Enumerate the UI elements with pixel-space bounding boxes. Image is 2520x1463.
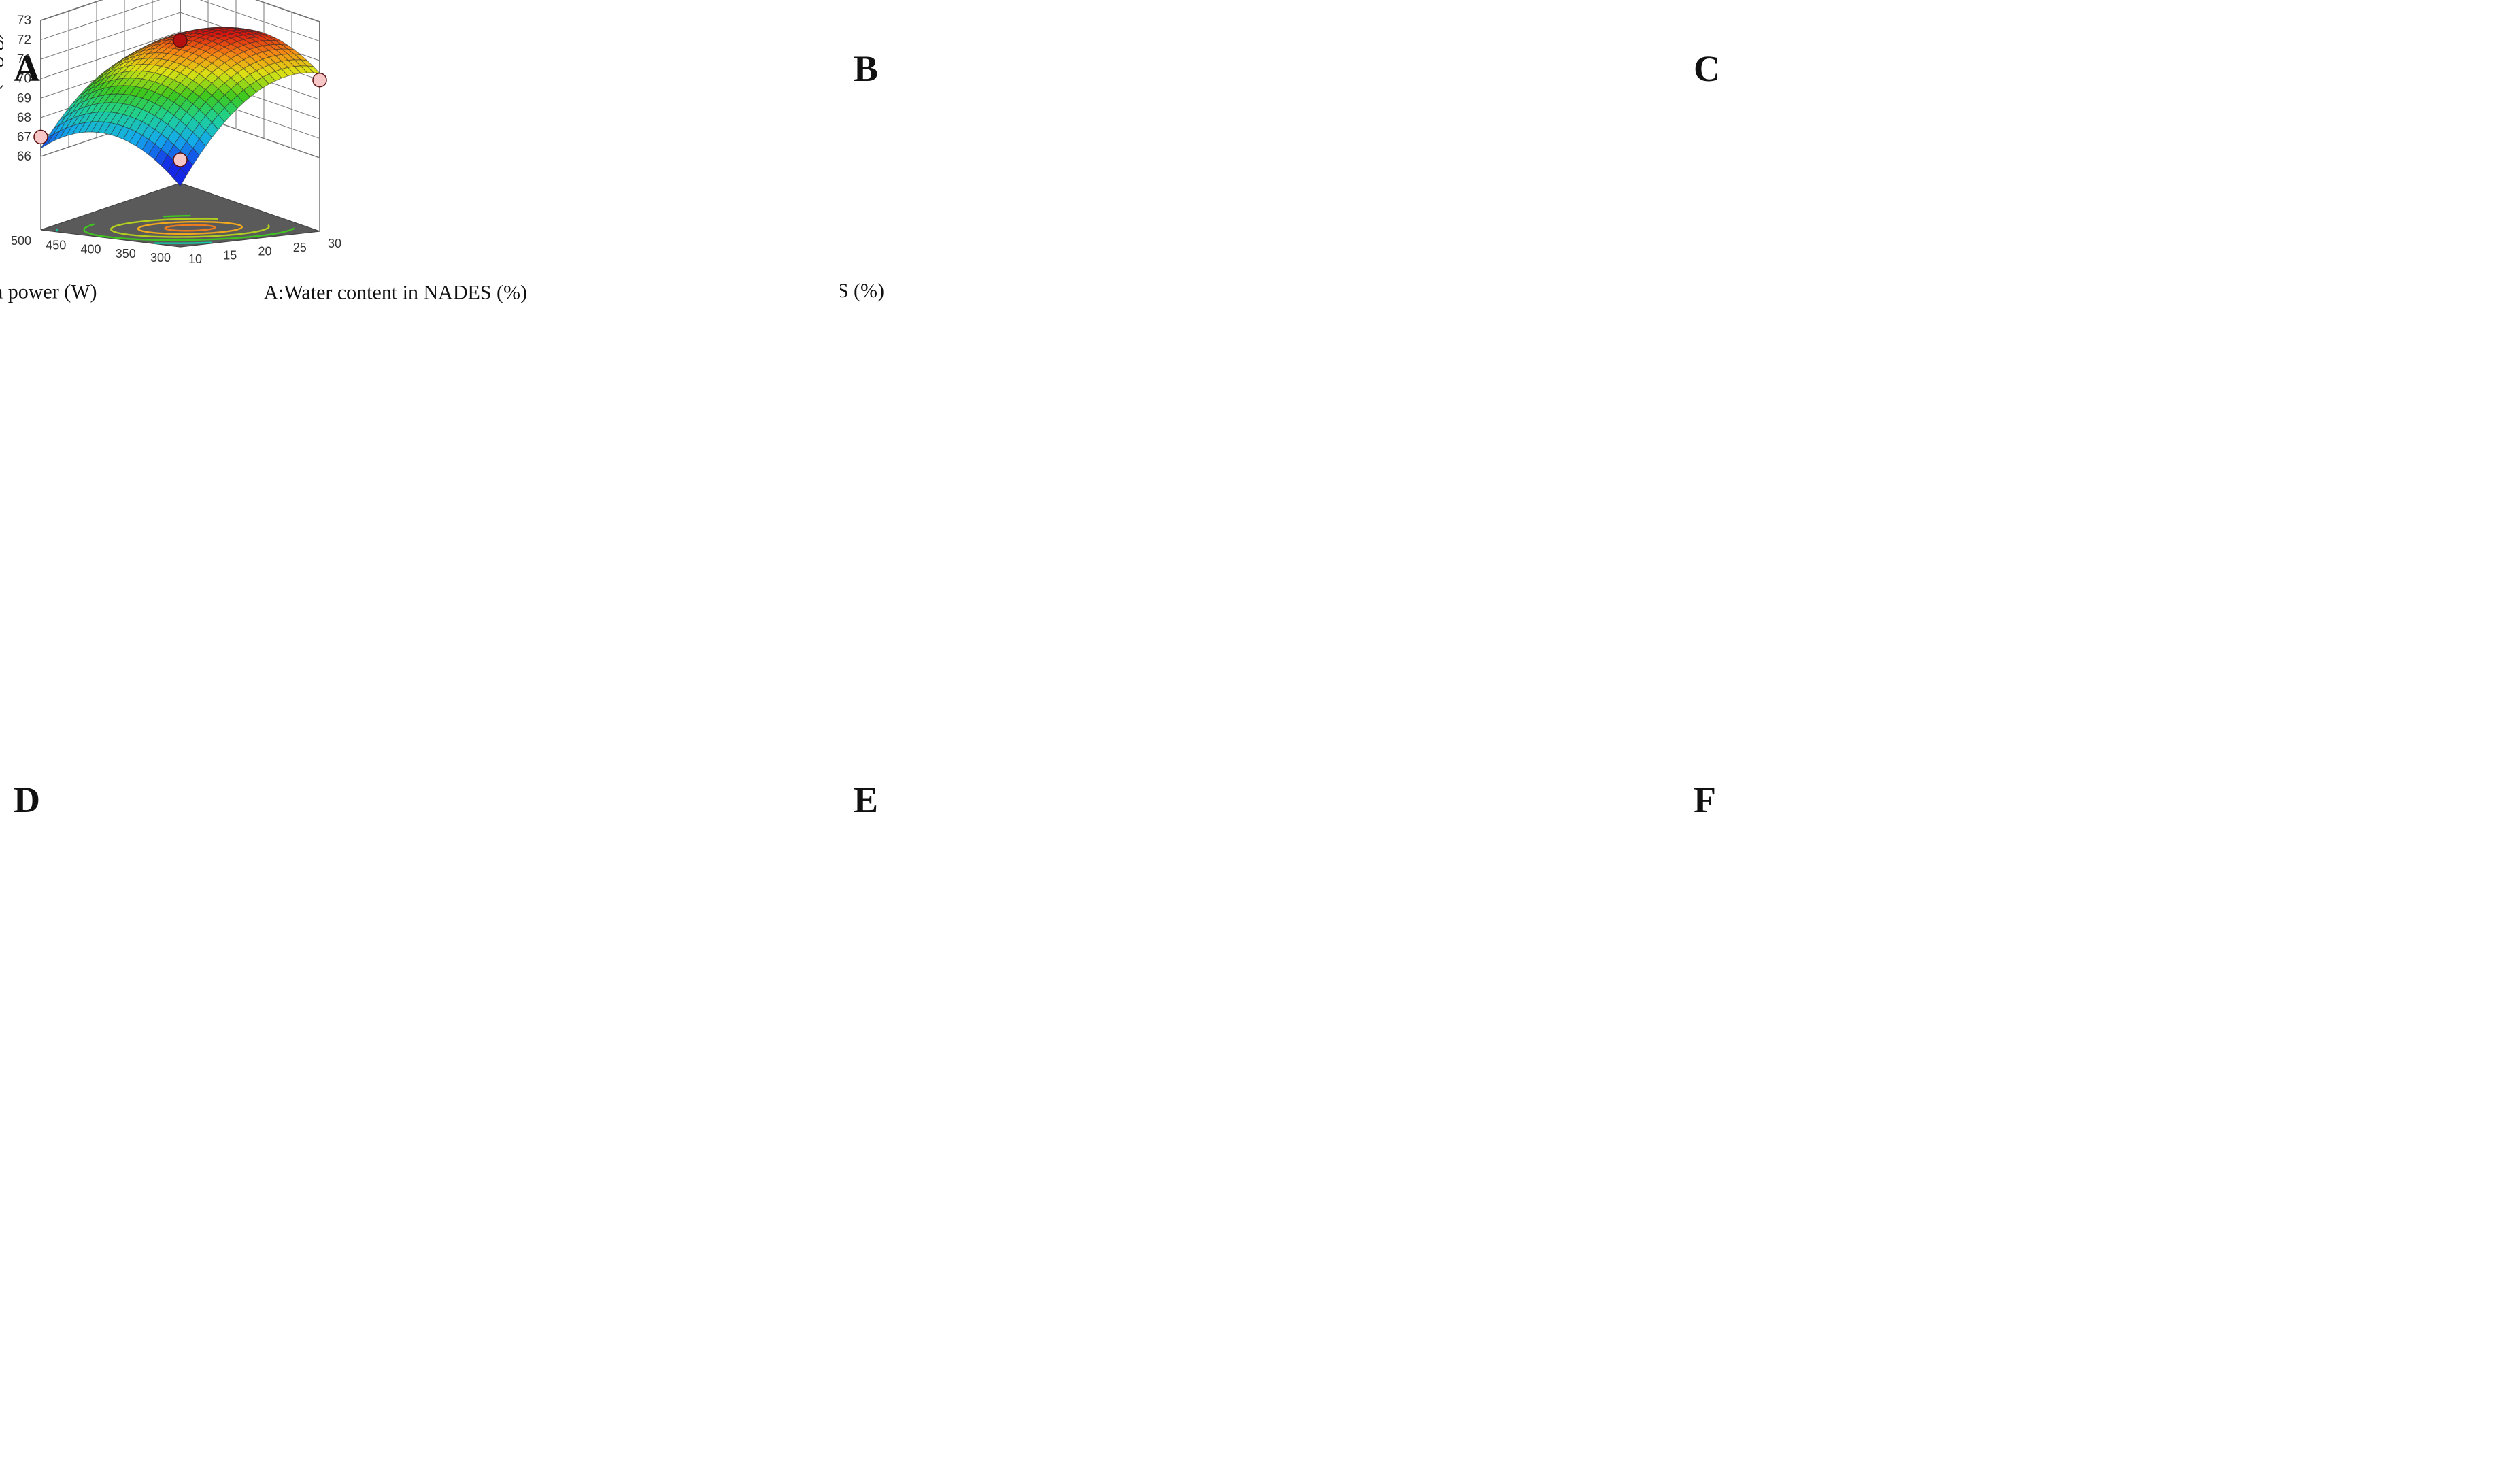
panel-a-surface-plot: 66 67 68 69 70 71 72 73 Yield (mg/g) 10 15 20 25 30 30… xyxy=(0,0,527,304)
z-tick-label: 69 xyxy=(17,91,31,105)
panel-letter: E xyxy=(854,779,879,820)
design-point-marker xyxy=(173,33,188,48)
x-tick-label: 10 xyxy=(188,252,202,266)
contour-line xyxy=(137,220,243,235)
x-axis-label: A:Water content in NADES (%) xyxy=(264,282,527,304)
response-surface xyxy=(40,27,321,187)
floor-axes: 10 15 20 25 30 300 350 400 450 500 A:Water content… xyxy=(0,234,527,304)
x-tick-label: 15 xyxy=(223,248,237,262)
design-point-marker xyxy=(33,129,48,145)
design-point-marker xyxy=(173,152,188,167)
contour-line xyxy=(56,228,58,232)
z-tick-label: 72 xyxy=(17,33,31,48)
panel-letter: A xyxy=(14,48,40,89)
contour-line xyxy=(110,218,270,238)
y-tick-label: 500 xyxy=(11,234,31,248)
floor-axes: 10152025302025303540A:Water content in N… xyxy=(840,280,884,302)
z-axis-label: Yield (mg/g) xyxy=(0,33,3,144)
panel-letter: C xyxy=(1694,48,1720,89)
wall-frame xyxy=(40,0,320,158)
z-tick-label: 71 xyxy=(17,52,31,67)
z-tick-label: 70 xyxy=(17,72,31,86)
z-tick-label: 68 xyxy=(17,111,31,125)
y-tick-label: 450 xyxy=(46,238,66,252)
x-axis-label: A:Water content in NADES (%) xyxy=(840,280,884,302)
panel-letter: F xyxy=(1694,779,1716,820)
z-tick-label: 66 xyxy=(17,150,31,164)
panel-letter: B xyxy=(854,48,879,89)
y-tick-label: 400 xyxy=(80,243,101,256)
z-tick-label: 73 xyxy=(17,14,31,28)
design-points xyxy=(33,33,327,167)
design-point-marker xyxy=(312,72,327,88)
y-tick-label: 300 xyxy=(150,251,171,265)
x-tick-label: 25 xyxy=(293,241,307,254)
panel-letter: D xyxy=(14,779,40,820)
contour-line xyxy=(164,224,216,232)
z-gridline xyxy=(40,0,320,42)
z-tick-label: 67 xyxy=(17,130,31,144)
contour-floor xyxy=(40,182,320,248)
contour-line xyxy=(83,223,295,241)
x-tick-label: 30 xyxy=(328,237,341,250)
surface-cell xyxy=(173,167,187,187)
y-tick-label: 350 xyxy=(116,247,136,260)
y-axis-label: B:Extraction power (W) xyxy=(0,281,97,303)
x-tick-label: 20 xyxy=(258,245,272,258)
panel-a: 66 67 68 69 70 71 72 73 Yield (mg/g) 10 15 20 25 30 30… xyxy=(0,0,840,731)
z-gridline xyxy=(40,0,320,22)
